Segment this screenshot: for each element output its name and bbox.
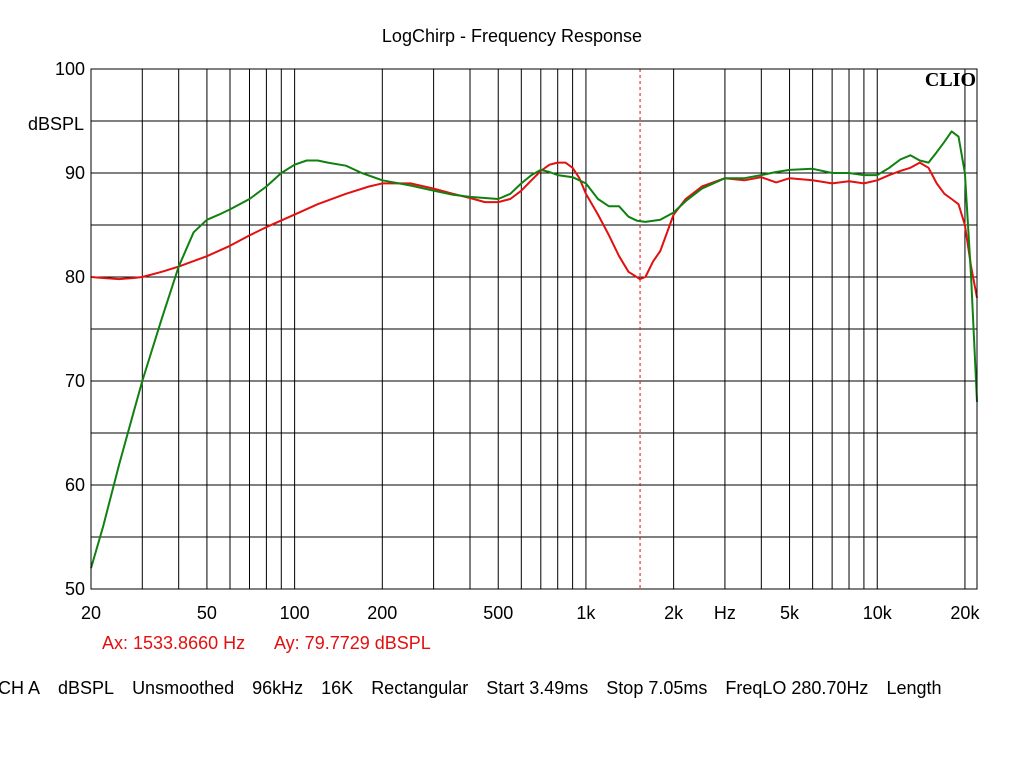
y-tick-labels: 50 60 70 80 90 100 bbox=[55, 59, 85, 599]
status-item: CH A bbox=[0, 678, 41, 698]
series-line-2 bbox=[90, 130, 978, 569]
measurement-status-bar: CH A dBSPL Unsmoothed 96kHz 16K Rectangular St… bbox=[0, 678, 1022, 702]
plot-grid bbox=[91, 69, 977, 589]
x-tick-label: 50 bbox=[197, 603, 217, 623]
y-tick-label: 90 bbox=[65, 163, 85, 183]
status-item: Start 3.49ms bbox=[486, 678, 589, 698]
cursor-readout-ay: Ay: 79.7729 dBSPL bbox=[274, 633, 431, 653]
status-item: Stop 7.05ms bbox=[606, 678, 708, 698]
x-tick-label: Hz bbox=[714, 603, 736, 623]
clio-logo: CLIO bbox=[925, 69, 976, 91]
y-tick-label: 50 bbox=[65, 579, 85, 599]
y-tick-label: 80 bbox=[65, 267, 85, 287]
x-tick-labels: 20 50 100 200 500 1k 2k Hz 5k 10k 20k bbox=[81, 603, 980, 623]
status-item: Length bbox=[886, 678, 942, 698]
x-tick-label: 200 bbox=[367, 603, 397, 623]
y-tick-label: 100 bbox=[55, 59, 85, 79]
y-tick-label: 70 bbox=[65, 371, 85, 391]
status-item: 96kHz bbox=[252, 678, 304, 698]
x-tick-label: 1k bbox=[576, 603, 596, 623]
plot-frame bbox=[90, 68, 978, 590]
frequency-response-chart: LogChirp - Frequency Response 50 60 70 80 90… bbox=[28, 26, 980, 653]
status-item: Rectangular bbox=[371, 678, 469, 698]
x-tick-label: 500 bbox=[483, 603, 513, 623]
series-line-1 bbox=[90, 161, 978, 298]
status-item: FreqLO 280.70Hz bbox=[725, 678, 869, 698]
status-item: Unsmoothed bbox=[132, 678, 235, 698]
x-tick-label: 100 bbox=[280, 603, 310, 623]
status-item: 16K bbox=[321, 678, 354, 698]
cursor-readout-ax: Ax: 1533.8660 Hz bbox=[102, 633, 245, 653]
x-tick-label: 2k bbox=[664, 603, 684, 623]
y-tick-label: 60 bbox=[65, 475, 85, 495]
y-axis-label: dBSPL bbox=[28, 114, 84, 134]
x-tick-label: 20k bbox=[950, 603, 980, 623]
chart-title: LogChirp - Frequency Response bbox=[382, 26, 642, 46]
x-tick-label: 10k bbox=[863, 603, 893, 623]
status-item: dBSPL bbox=[58, 678, 115, 698]
x-tick-label: 5k bbox=[780, 603, 800, 623]
series-layer bbox=[90, 130, 978, 569]
x-tick-label: 20 bbox=[81, 603, 101, 623]
